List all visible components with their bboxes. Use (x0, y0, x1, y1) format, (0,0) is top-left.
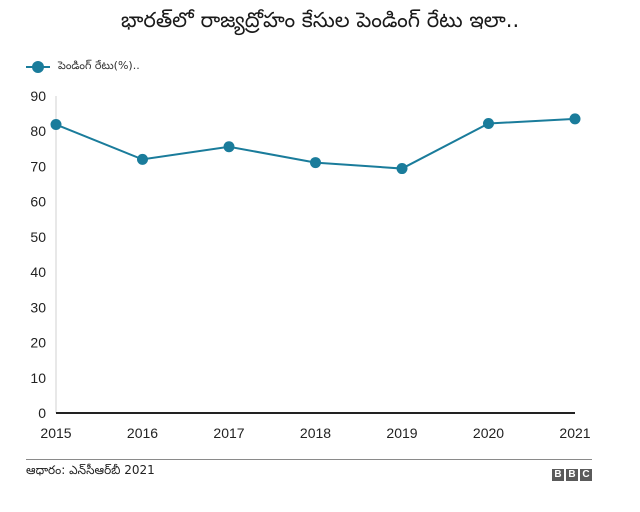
y-tick-label: 10 (30, 370, 46, 386)
chart-title: భారత్‌లో రాజ్యద్రోహం కేసుల పెండింగ్ రేటు… (120, 8, 520, 32)
x-tick-label: 2018 (300, 425, 331, 441)
source-text: ఆధారం: ఎన్‌సీఆర్‌బీ 2021 (26, 463, 155, 477)
y-tick-label: 0 (38, 405, 46, 421)
bbc-logo: B B C (552, 469, 592, 481)
y-tick-label: 30 (30, 299, 46, 315)
y-tick-label: 90 (30, 88, 46, 104)
legend-marker-icon (26, 61, 50, 73)
bbc-logo-letter: B (566, 469, 578, 481)
y-tick-label: 70 (30, 158, 46, 174)
legend-label: పెండింగ్ రేటు(%).. (58, 59, 140, 72)
line-chart: 0 10 20 30 40 50 60 70 80 90 2015 2016 2017 2018 2019 2… (30, 88, 590, 441)
data-point (483, 117, 494, 129)
footer-divider (26, 459, 592, 460)
data-point (223, 141, 235, 153)
y-tick-label: 80 (30, 123, 46, 139)
data-point (310, 157, 321, 169)
data-point (569, 113, 581, 125)
bbc-logo-letter: B (552, 469, 564, 481)
x-tick-label: 2020 (473, 425, 504, 441)
x-tick-label: 2016 (127, 425, 158, 441)
y-tick-label: 60 (30, 194, 46, 210)
y-tick-label: 40 (30, 264, 46, 280)
y-tick-label: 50 (30, 229, 46, 245)
data-point (396, 163, 408, 175)
legend: పెండింగ్ రేటు(%).. (26, 59, 140, 75)
x-tick-label: 2021 (559, 425, 590, 441)
x-tick-label: 2017 (213, 425, 244, 441)
y-tick-label: 20 (30, 335, 46, 351)
data-point (50, 119, 62, 131)
data-point (137, 153, 148, 165)
x-tick-label: 2015 (40, 425, 71, 441)
x-tick-label: 2019 (386, 425, 417, 441)
bbc-logo-letter: C (580, 469, 592, 481)
